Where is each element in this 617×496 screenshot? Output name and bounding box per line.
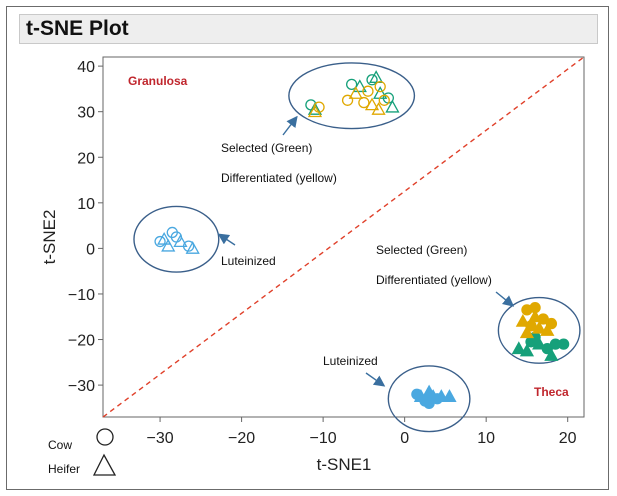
x-tick-label: −30 [146,430,173,447]
y-tick-label: −10 [68,287,95,304]
cluster-ellipse-theca-luteinized [387,365,471,433]
legend-label-heifer: Heifer [48,462,80,476]
annotation-arrow [282,115,298,136]
data-point-triangle [307,104,323,118]
x-axis-title: t-SNE1 [317,455,372,474]
x-tick-label: −20 [228,430,255,447]
annotation-theca-differentiated: Differentiated (yellow) [376,273,492,287]
data-point-circle [358,96,370,109]
data-point-triangle [532,320,547,334]
annotation-granulosa-selected: Selected (Green) [221,141,312,155]
data-point-triangle [307,102,323,115]
data-point-triangle [157,231,172,245]
data-point-triangle [519,325,535,339]
data-point-circle [529,301,541,314]
data-point-triangle [352,79,367,93]
data-point-triangle [532,336,547,350]
data-point-triangle [348,86,363,99]
legend-circle-icon [96,428,114,446]
legend-label-cow: Cow [48,438,72,452]
data-point-triangle [173,234,188,248]
data-point-circle [346,78,358,90]
data-point-circle [557,338,570,350]
points-group [154,70,570,409]
annotation-granulosa-luteinized: Luteinized [221,254,276,268]
region-label-theca: Theca [534,385,569,399]
data-point-triangle [364,97,380,111]
data-point-triangle [161,238,176,252]
data-point-circle [545,317,558,330]
data-point-circle [313,101,325,113]
arrows-group [217,115,515,387]
y-tick-label: 30 [77,105,95,122]
x-tick-label: 10 [477,430,495,447]
y-tick-label: 10 [77,196,95,213]
data-point-circle [378,94,390,106]
cluster-ellipse-granulosa-selected-differentiated [288,62,416,130]
annotation-arrow [495,291,515,307]
x-tick-label: 20 [559,430,577,447]
annotation-arrow [365,372,386,387]
x-tick-label: 0 [400,430,409,447]
data-point-triangle [544,348,559,361]
annotation-theca-selected: Selected (Green) [376,243,467,257]
x-tick-label: −10 [310,430,337,447]
data-point-triangle [185,241,200,254]
legend-triangle-icon [92,453,117,476]
data-point-triangle [511,341,526,355]
data-point-circle [341,94,354,106]
data-point-triangle [442,389,457,402]
annotation-theca-luteinized: Luteinized [323,354,378,368]
cluster-ellipse-theca-selected-differentiated [497,296,581,364]
data-point-circle [182,240,195,252]
region-label-granulosa: Granulosa [128,74,188,88]
y-tick-label: 20 [77,150,95,167]
data-point-triangle [369,70,384,83]
annotation-arrow [217,233,236,246]
data-point-circle [366,74,378,86]
y-axis-title: t-SNE2 [40,210,59,265]
data-point-triangle [540,323,555,336]
data-point-triangle [519,343,535,357]
axis-ticks: −30 −20 −10 0 10 20 40 30 20 10 0 −10 −20 −30 [68,59,577,447]
reference-diagonal-line [102,56,585,418]
reference-line-group [102,56,585,418]
chart-title: t-SNE Plot [19,14,598,44]
data-point-circle [362,85,374,97]
y-tick-label: 0 [86,241,95,258]
data-point-triangle [371,102,386,115]
data-point-triangle [515,313,530,327]
data-point-triangle [385,99,400,113]
annotation-granulosa-differentiated: Differentiated (yellow) [221,171,337,185]
data-point-circle [154,235,166,248]
data-point-circle [374,80,386,93]
y-tick-label: −30 [68,378,95,395]
y-tick-label: −20 [68,333,95,350]
y-tick-label: 40 [77,59,95,76]
